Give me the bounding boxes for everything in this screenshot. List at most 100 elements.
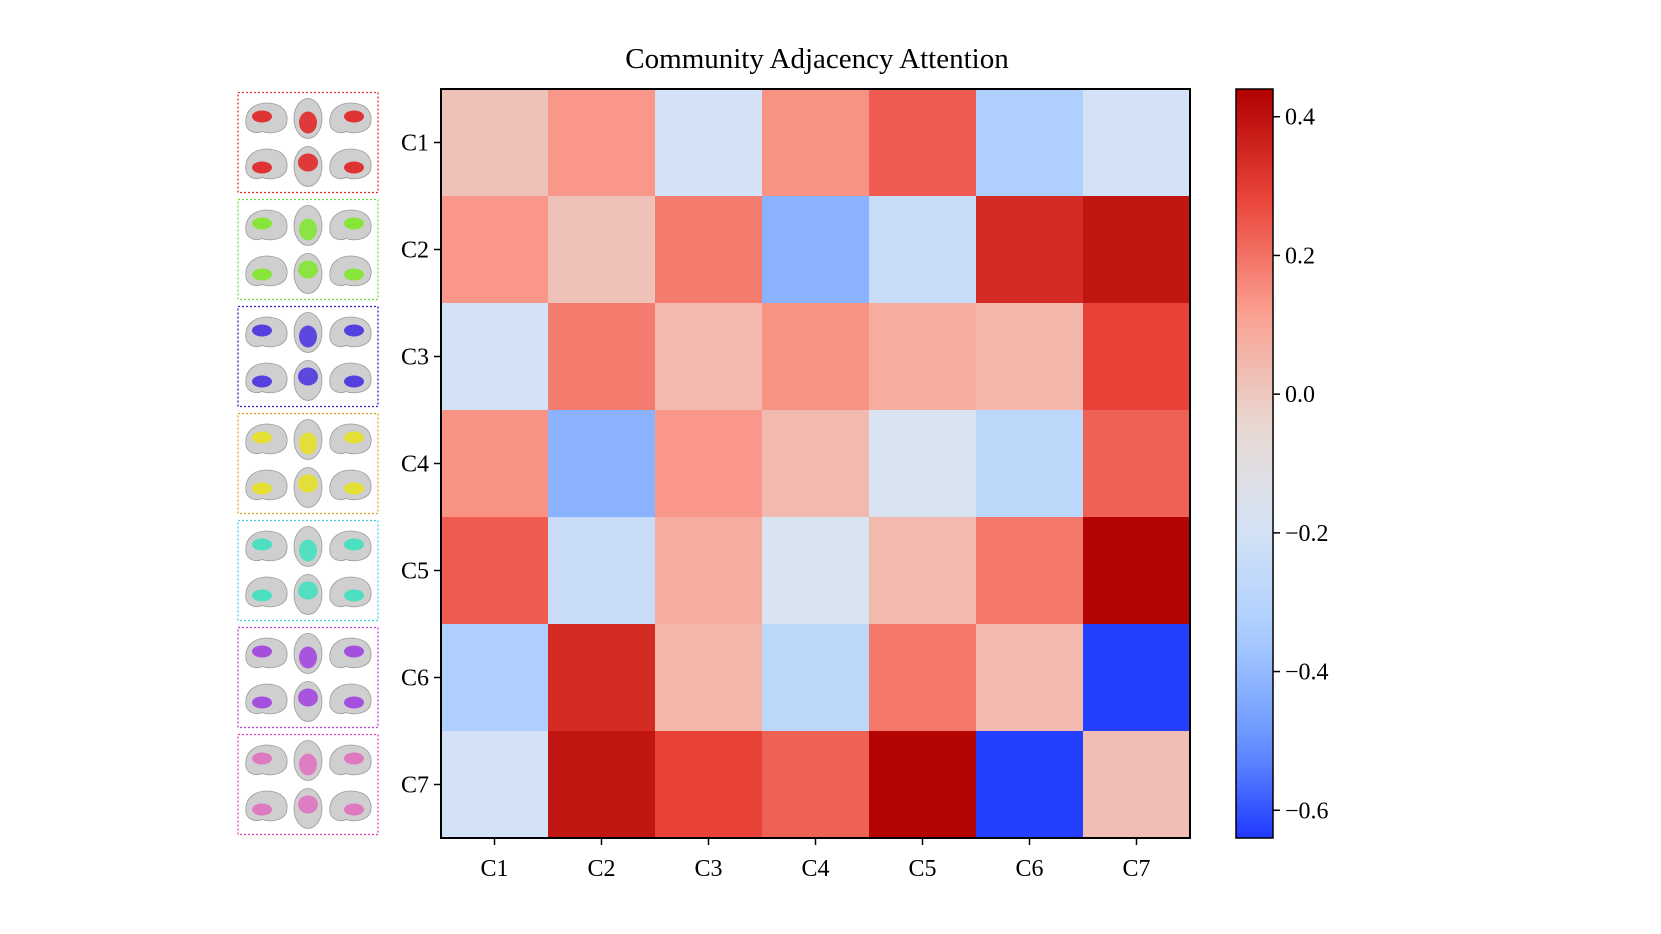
brain-activation (344, 161, 364, 174)
heatmap-cell-r6-c2 (548, 624, 656, 732)
heatmap-cell-r7-c5 (869, 731, 977, 839)
brain-activation (344, 696, 364, 709)
heatmap-cell-r4-c2 (548, 410, 656, 518)
colorbar-tick-label: 0.2 (1285, 243, 1315, 269)
heatmap-cell-r6-c6 (976, 624, 1084, 732)
brain-activation (252, 645, 272, 658)
brain-activation (252, 803, 272, 816)
brain-activation (252, 375, 272, 388)
x-tick-label: C6 (1015, 856, 1043, 882)
x-tick-label: C7 (1122, 856, 1150, 882)
brain-activation (299, 753, 317, 776)
brain-activation (298, 474, 318, 493)
heatmap-cell-r6-c7 (1083, 624, 1191, 732)
y-axis: C1 C2 C3 C4 C5 C6 C7 (401, 131, 441, 799)
brain-activation (299, 646, 317, 669)
heatmap-cell-r7-c2 (548, 731, 656, 839)
brain-activation (344, 217, 364, 230)
y-tick-label: C2 (401, 238, 429, 264)
heatmap-cell-r3-c4 (762, 303, 870, 411)
brain-activation (344, 752, 364, 765)
heatmap-cell-r1-c1 (441, 89, 549, 197)
heatmap-cell-r4-c7 (1083, 410, 1191, 518)
brain-activation (298, 795, 318, 814)
heatmap-cell-r5-c4 (762, 517, 870, 625)
colorbar-tick-label: 0.4 (1285, 105, 1315, 131)
heatmap-cell-r5-c6 (976, 517, 1084, 625)
brain-activation (344, 803, 364, 816)
brain-activation (252, 589, 272, 602)
heatmap-cell-r5-c2 (548, 517, 656, 625)
brain-activation (298, 260, 318, 279)
brain-activation (299, 539, 317, 562)
heatmap-cell-r6-c1 (441, 624, 549, 732)
y-tick-label: C3 (401, 345, 429, 371)
x-tick-label: C3 (694, 856, 722, 882)
heatmap-cell-r7-c3 (655, 731, 763, 839)
heatmap-cell-r2-c5 (869, 196, 977, 304)
heatmap-cell-r7-c4 (762, 731, 870, 839)
brain-activation (252, 217, 272, 230)
brain-panel-c4 (237, 412, 379, 515)
colorbar-tick-label: 0.0 (1285, 382, 1315, 408)
heatmap-cell-r4-c3 (655, 410, 763, 518)
heatmap-cell-r6-c3 (655, 624, 763, 732)
brain-activation (299, 432, 317, 455)
heatmap-cell-r5-c5 (869, 517, 977, 625)
heatmap-cell-r7-c7 (1083, 731, 1191, 839)
brain-activation (252, 696, 272, 709)
y-tick-label: C6 (401, 666, 429, 692)
brain-activation (344, 482, 364, 495)
heatmap-cell-r1-c5 (869, 89, 977, 197)
brain-activation (252, 752, 272, 765)
brain-panel-c3 (237, 305, 379, 408)
colorbar-tick-label: −0.2 (1285, 521, 1329, 547)
heatmap-cell-r3-c3 (655, 303, 763, 411)
brain-activation (252, 538, 272, 551)
heatmap-cell-r2-c4 (762, 196, 870, 304)
brain-panel-c7 (237, 733, 379, 836)
brain-activation (344, 431, 364, 444)
brain-activation (344, 110, 364, 123)
heatmap-cell-r1-c6 (976, 89, 1084, 197)
brain-activation (298, 367, 318, 386)
heatmap-cell-r5-c1 (441, 517, 549, 625)
heatmap-cell-r3-c6 (976, 303, 1084, 411)
x-tick-label: C5 (908, 856, 936, 882)
chart-title: Community Adjacency Attention (625, 43, 1009, 75)
x-axis: C1 C2 C3 C4 C5 C6 C7 (480, 838, 1151, 882)
x-tick-label: C1 (480, 856, 508, 882)
y-tick-label: C4 (401, 452, 429, 478)
heatmap-cell-r5-c3 (655, 517, 763, 625)
brain-activation (252, 161, 272, 174)
y-tick-label: C1 (401, 131, 429, 157)
x-tick-label: C4 (801, 856, 829, 882)
brain-panel-c6 (237, 626, 379, 729)
heatmap-cell-r1-c7 (1083, 89, 1191, 197)
brain-activation (299, 218, 317, 241)
heatmap-cell-r3-c7 (1083, 303, 1191, 411)
heatmap-cell-r3-c1 (441, 303, 549, 411)
brain-activation (344, 375, 364, 388)
brain-panel-c1 (237, 91, 379, 194)
heatmap-cell-r4-c5 (869, 410, 977, 518)
heatmap-cell-r2-c3 (655, 196, 763, 304)
heatmap-cells (441, 89, 1191, 839)
colorbar-tick-label: −0.6 (1285, 798, 1329, 824)
heatmap-cell-r2-c7 (1083, 196, 1191, 304)
heatmap-cell-r4-c1 (441, 410, 549, 518)
heatmap-cell-r3-c2 (548, 303, 656, 411)
colorbar (1235, 88, 1274, 839)
community-brain-panels (237, 91, 379, 836)
heatmap-cell-r4-c6 (976, 410, 1084, 518)
heatmap-cell-r6-c5 (869, 624, 977, 732)
brain-activation (252, 110, 272, 123)
brain-activation (298, 153, 318, 172)
brain-activation (252, 482, 272, 495)
brain-panel-c5 (237, 519, 379, 622)
brain-activation (252, 268, 272, 281)
brain-activation (299, 111, 317, 134)
colorbar-axis: −0.6 −0.4 −0.2 0.0 0.2 0.4 (1273, 105, 1329, 824)
colorbar-tick-label: −0.4 (1285, 660, 1329, 686)
